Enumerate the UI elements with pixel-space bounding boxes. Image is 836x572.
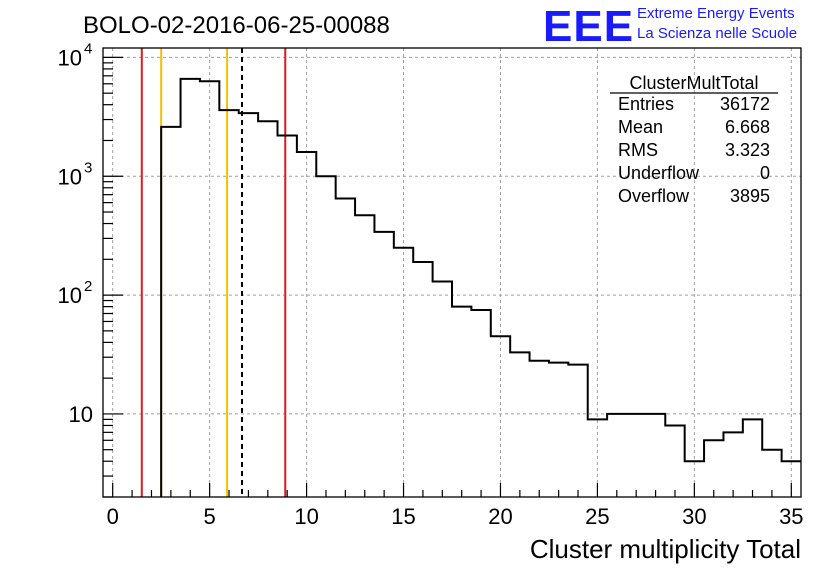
histogram-bin bbox=[219, 110, 238, 497]
histogram-bin bbox=[258, 121, 277, 497]
x-tick-label: 10 bbox=[294, 504, 318, 529]
histogram-bin bbox=[355, 215, 374, 497]
x-tick-label: 25 bbox=[585, 504, 609, 529]
histogram-bin bbox=[452, 307, 471, 497]
histogram-bin bbox=[743, 419, 762, 497]
stats-label: Underflow bbox=[618, 163, 700, 183]
x-tick-label: 30 bbox=[682, 504, 706, 529]
histogram-bin bbox=[704, 440, 723, 497]
histogram-bin bbox=[723, 432, 742, 497]
histogram-bin bbox=[510, 352, 529, 497]
stats-label: Mean bbox=[618, 117, 663, 137]
x-tick-label: 0 bbox=[107, 504, 119, 529]
histogram-bin bbox=[413, 262, 432, 497]
histogram-bin bbox=[665, 425, 684, 497]
chart-title: BOLO-02-2016-06-25-00088 bbox=[83, 12, 390, 39]
histogram-bin bbox=[374, 232, 393, 497]
histogram-bin bbox=[568, 365, 587, 497]
x-tick-label: 5 bbox=[204, 504, 216, 529]
histogram-bin bbox=[181, 79, 200, 497]
y-tick-label: 10 bbox=[58, 45, 82, 70]
x-tick-label: 20 bbox=[488, 504, 512, 529]
stats-label: Overflow bbox=[618, 186, 690, 206]
histogram-bin bbox=[316, 176, 335, 497]
stats-value: 3.323 bbox=[725, 140, 770, 160]
histogram-bin bbox=[530, 361, 549, 497]
histogram-bin bbox=[607, 414, 626, 497]
histogram-bin bbox=[239, 113, 258, 497]
stats-value: 0 bbox=[760, 163, 770, 183]
histogram-bin bbox=[161, 127, 180, 497]
stats-value: 36172 bbox=[720, 94, 770, 114]
eee-logo-line2: La Scienza nelle Scuole bbox=[637, 25, 797, 42]
histogram-bin bbox=[200, 81, 219, 497]
histogram-bin bbox=[762, 450, 781, 497]
x-axis-label: Cluster multiplicity Total bbox=[530, 534, 801, 564]
x-tick-label: 35 bbox=[779, 504, 803, 529]
histogram-bin bbox=[646, 414, 665, 497]
plot-frame bbox=[102, 47, 802, 498]
eee-logo-line1: Extreme Energy Events bbox=[637, 5, 795, 22]
histogram-outline bbox=[160, 77, 801, 497]
histogram-bin bbox=[433, 282, 452, 497]
histogram-bin bbox=[471, 310, 490, 497]
y-tick-exponent: 4 bbox=[84, 40, 92, 57]
stats-box: ClusterMultTotal Entries 36172 Mean 6.668 RM… bbox=[610, 73, 778, 206]
y-tick-exponent: 3 bbox=[84, 159, 92, 176]
y-tick-label: 10 bbox=[58, 283, 82, 308]
x-tick-label: 15 bbox=[391, 504, 415, 529]
histogram-bin bbox=[336, 198, 355, 497]
eee-logo: EEE Extreme Energy Events La Scienza nel… bbox=[543, 2, 797, 51]
histogram-bin bbox=[394, 248, 413, 497]
histogram-bin bbox=[627, 414, 646, 497]
stats-label: RMS bbox=[618, 140, 658, 160]
histogram-bin bbox=[491, 336, 510, 497]
stats-label: Entries bbox=[618, 94, 674, 114]
histogram bbox=[160, 77, 801, 497]
y-tick-label: 10 bbox=[58, 164, 82, 189]
stats-title: ClusterMultTotal bbox=[629, 73, 758, 93]
histogram-bin bbox=[297, 152, 316, 497]
x-axis: 0 5 10 15 20 25 30 35 bbox=[107, 483, 804, 529]
stats-value: 3895 bbox=[730, 186, 770, 206]
y-tick-exponent: 2 bbox=[84, 278, 92, 295]
histogram-bin bbox=[549, 363, 568, 497]
y-tick-label: 10 bbox=[69, 402, 93, 427]
eee-logo-text: EEE bbox=[543, 2, 634, 51]
histogram-bin bbox=[278, 136, 297, 497]
stats-value: 6.668 bbox=[725, 117, 770, 137]
